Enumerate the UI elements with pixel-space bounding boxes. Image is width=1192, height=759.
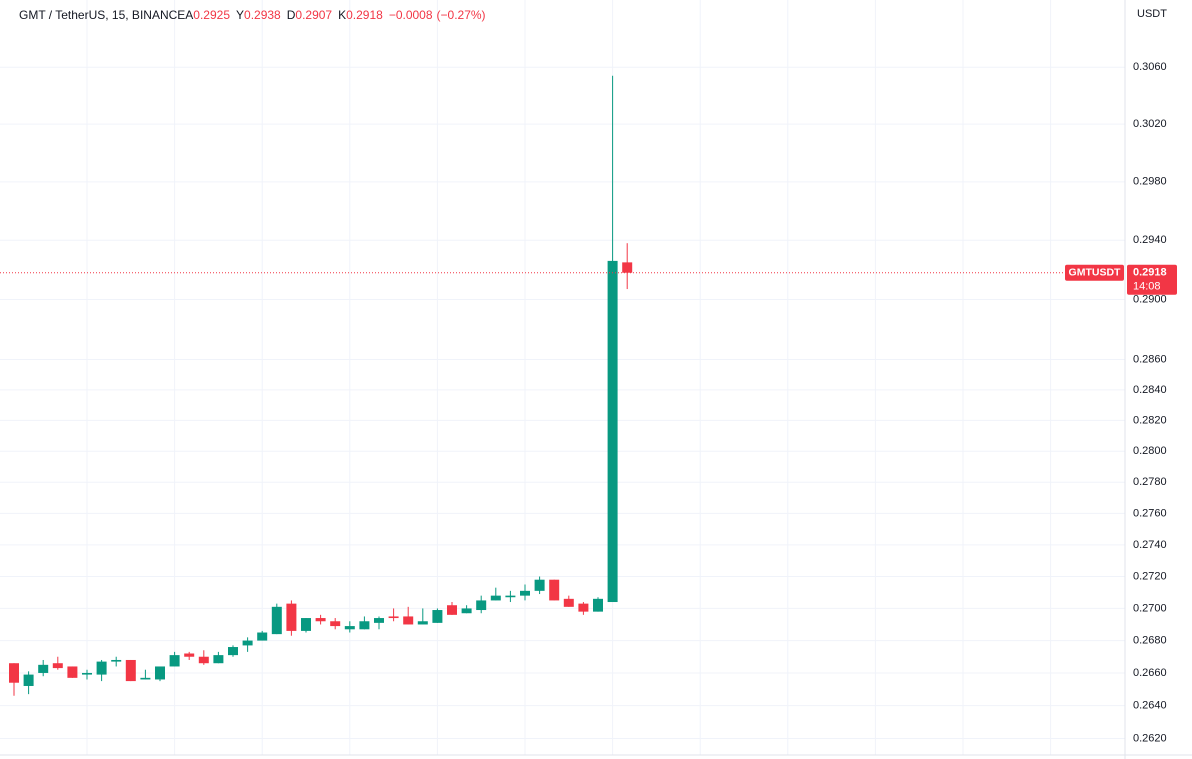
legend-label: D — [286, 8, 296, 22]
legend-change-pct: (−0.27%) — [436, 8, 486, 22]
ohlc-legend: A0.2925 Y0.2938 D0.2907 K0.2918 −0.0008 (−0.2… — [185, 8, 485, 22]
candle-body — [330, 621, 341, 627]
candle-body — [403, 616, 414, 625]
candle-body — [184, 653, 195, 657]
candle-body — [140, 677, 151, 680]
y-tick-label: 0.2840 — [1133, 384, 1167, 396]
candle-body — [622, 262, 633, 273]
legend-label: A — [185, 8, 194, 22]
candle-body — [155, 666, 165, 680]
candle-body — [593, 598, 603, 612]
y-tick-label: 0.2740 — [1133, 539, 1167, 551]
y-tick-label: 0.2980 — [1133, 176, 1167, 188]
candle-body — [359, 621, 370, 630]
y-tick-label: 0.2700 — [1133, 602, 1167, 614]
candle-body — [520, 590, 530, 596]
y-tick-label: 0.2720 — [1133, 570, 1167, 582]
candle-body — [549, 579, 560, 601]
countdown-label: 14:08 — [1133, 281, 1161, 293]
candle-body — [213, 655, 224, 664]
y-tick-label: 0.3060 — [1133, 61, 1167, 73]
symbol-title: GMT / TetherUS, 15, BINANCE — [19, 8, 186, 22]
candle-body — [111, 659, 122, 662]
candle-body — [563, 598, 574, 607]
candle-body — [52, 663, 63, 669]
candle-body — [242, 640, 253, 646]
legend-value: 0.2918 — [346, 8, 383, 22]
legend-label: Y — [236, 8, 245, 22]
candle-body — [286, 603, 297, 631]
y-tick-label: 0.2760 — [1133, 507, 1167, 519]
candle-body — [432, 610, 443, 623]
candle-body — [476, 600, 487, 611]
y-tick-label: 0.2780 — [1133, 476, 1167, 488]
legend-label: K — [338, 8, 347, 22]
legend-value: 0.2925 — [193, 8, 230, 22]
candle-body — [505, 595, 516, 598]
y-tick-label: 0.2860 — [1133, 353, 1167, 365]
candle-body — [417, 621, 428, 625]
candle-body — [257, 632, 268, 641]
candle-body — [198, 656, 209, 664]
candle-body — [607, 260, 618, 603]
candle-body — [67, 666, 78, 678]
candle-body — [96, 661, 107, 675]
y-tick-label: 0.2620 — [1133, 732, 1167, 744]
candle-body — [388, 616, 399, 619]
candle-body — [38, 664, 49, 673]
candle-body — [344, 626, 355, 630]
y-tick-label: 0.2680 — [1133, 634, 1167, 646]
price-label-bg — [1127, 264, 1177, 295]
header: GMT / TetherUS, 15, BINANCEA0.2925 Y0.293… — [19, 8, 486, 22]
candle-body — [534, 579, 545, 591]
legend-value: 0.2907 — [295, 8, 333, 22]
y-tick-label: 0.2640 — [1133, 699, 1167, 711]
candle-body — [315, 618, 326, 622]
candle-body — [461, 608, 472, 614]
y-tick-label: 0.2800 — [1133, 445, 1167, 457]
candle-body — [374, 618, 384, 623]
legend-change: −0.0008 — [388, 8, 433, 22]
candle-body — [271, 606, 282, 635]
symbol-label: GMTUSDT — [1069, 267, 1121, 279]
y-tick-label: 0.2660 — [1133, 667, 1167, 679]
candle-body — [490, 595, 501, 601]
candle-body — [447, 605, 457, 615]
y-tick-label: 0.2940 — [1133, 234, 1167, 246]
legend-value: 0.2938 — [244, 8, 281, 22]
candle-body — [82, 672, 92, 675]
candle-body — [125, 659, 136, 682]
candle-body — [9, 663, 19, 683]
y-tick-label: 0.2900 — [1133, 293, 1167, 305]
candle-body — [578, 603, 589, 612]
candle-body — [169, 655, 180, 667]
candle-body — [301, 618, 311, 631]
candle-body — [228, 647, 238, 656]
y-tick-label: 0.2820 — [1133, 414, 1167, 426]
y-unit: USDT — [1137, 8, 1167, 20]
price-label: 0.2918 — [1133, 267, 1167, 279]
candle-body — [23, 674, 34, 686]
y-tick-label: 0.3020 — [1133, 118, 1167, 130]
symbol-label-bg — [1065, 264, 1124, 281]
